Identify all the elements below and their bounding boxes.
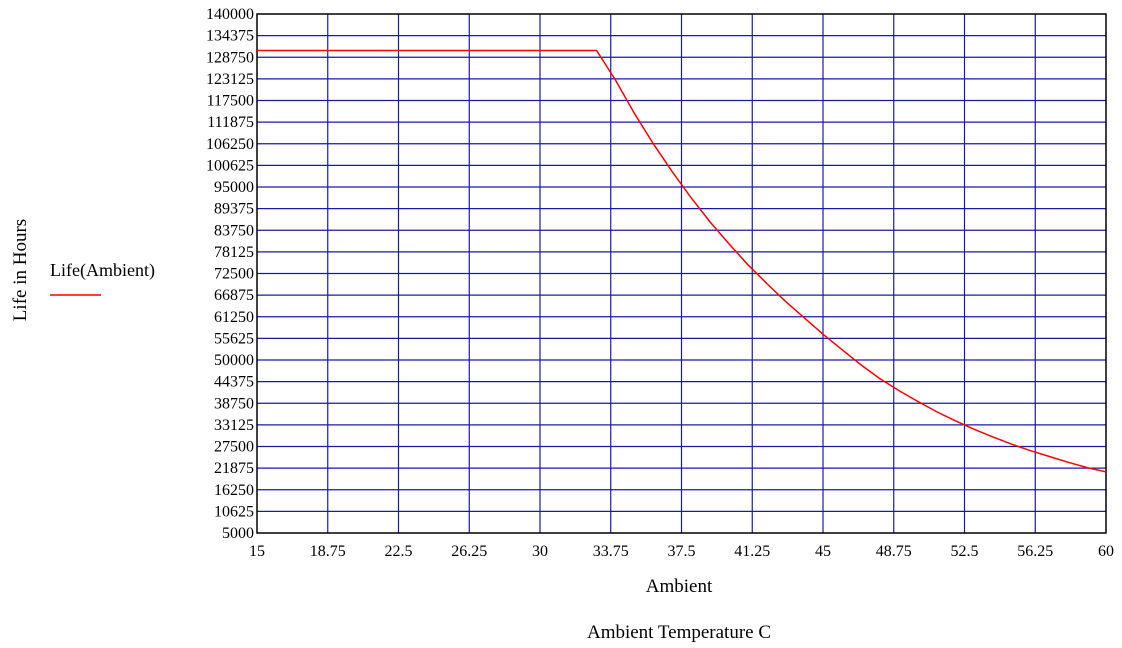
x-tick-label: 37.5 xyxy=(668,543,696,560)
y-tick-label: 50000 xyxy=(214,352,254,369)
x-tick-label: 41.25 xyxy=(734,543,770,560)
series-line-life-ambient xyxy=(257,49,1107,473)
y-tick-label: 89375 xyxy=(214,201,254,218)
x-tick-label: 33.75 xyxy=(593,543,629,560)
y-tick-label: 27500 xyxy=(214,439,254,456)
plot-frame xyxy=(256,13,1107,534)
legend-label: Life(Ambient) xyxy=(50,260,155,281)
y-tick-label: 106250 xyxy=(206,136,254,153)
x-tick-label: 22.5 xyxy=(385,543,413,560)
y-tick-label: 83750 xyxy=(214,222,254,239)
y-tick-label: 61250 xyxy=(214,309,254,326)
data-series-lines xyxy=(257,49,1107,473)
y-tick-labels: 140000 134375 128750 123125 117500 111875 1062… xyxy=(206,6,254,542)
y-axis-label: Life in Hours xyxy=(10,219,31,321)
y-tick-label: 38750 xyxy=(214,395,254,412)
x-tick-label: 56.25 xyxy=(1017,543,1053,560)
x-axis-caption: Ambient Temperature C xyxy=(587,622,771,643)
y-tick-label: 5000 xyxy=(222,525,254,542)
y-tick-label: 95000 xyxy=(214,179,254,196)
y-tick-label: 16250 xyxy=(214,482,254,499)
grid-lines xyxy=(257,14,1106,533)
y-tick-label: 66875 xyxy=(214,287,254,304)
x-tick-label: 52.5 xyxy=(951,543,979,560)
x-tick-label: 45 xyxy=(815,543,831,560)
y-tick-label: 21875 xyxy=(214,460,254,477)
y-tick-label: 117500 xyxy=(207,93,254,110)
y-tick-label: 33125 xyxy=(214,417,254,434)
y-tick-label: 128750 xyxy=(206,49,254,66)
x-axis-label: Ambient xyxy=(646,576,713,597)
x-tick-label: 60 xyxy=(1098,543,1114,560)
y-tick-label: 10625 xyxy=(214,503,254,520)
y-tick-label: 55625 xyxy=(214,330,254,347)
y-tick-label: 44375 xyxy=(214,374,254,391)
y-tick-label: 140000 xyxy=(206,6,254,23)
y-tick-label: 134375 xyxy=(206,28,254,45)
y-tick-label: 100625 xyxy=(206,157,254,174)
x-tick-label: 26.25 xyxy=(451,543,487,560)
legend: Life(Ambient) xyxy=(50,260,155,296)
y-tick-label: 111875 xyxy=(207,114,254,131)
plot-area-border xyxy=(256,13,1107,534)
y-tick-label: 123125 xyxy=(206,71,254,88)
x-tick-label: 48.75 xyxy=(876,543,912,560)
y-tick-label: 78125 xyxy=(214,244,254,261)
x-tick-label: 30 xyxy=(532,543,548,560)
x-tick-label: 18.75 xyxy=(310,543,346,560)
x-tick-label: 15 xyxy=(249,543,265,560)
y-tick-label: 72500 xyxy=(214,266,254,283)
x-tick-labels: 15 18.75 22.5 26.25 30 33.75 37.5 41.25 45 48.75 5… xyxy=(249,543,1114,560)
